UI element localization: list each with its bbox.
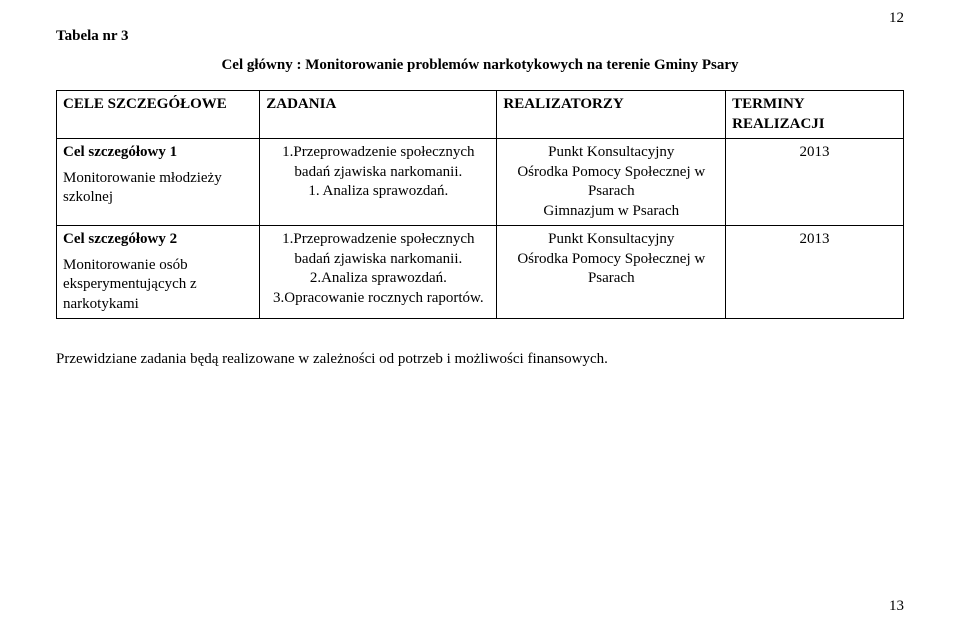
- cell-terminy: 2013: [726, 226, 904, 319]
- cele-bold: Cel szczegółowy 2: [63, 230, 253, 250]
- table-row: Cel szczegółowy 1 Monitorowanie młodzież…: [57, 139, 904, 226]
- cell-cele: Cel szczegółowy 1 Monitorowanie młodzież…: [57, 139, 260, 226]
- header-cele: CELE SZCZEGÓŁOWE: [57, 91, 260, 139]
- table-label: Tabela nr 3: [56, 28, 904, 45]
- page-number-bottom: 13: [889, 598, 904, 615]
- cell-zadania: 1.Przeprowadzenie społecznych badań zjaw…: [260, 139, 497, 226]
- header-zadania: ZADANIA: [260, 91, 497, 139]
- data-table: CELE SZCZEGÓŁOWE ZADANIA REALIZATORZY TE…: [56, 90, 904, 319]
- footer-note: Przewidziane zadania będą realizowane w …: [56, 351, 904, 368]
- cell-realizatorzy: Punkt KonsultacyjnyOśrodka Pomocy Społec…: [497, 226, 726, 319]
- header-terminy: TERMINY REALIZACJI: [726, 91, 904, 139]
- cell-realizatorzy: Punkt KonsultacyjnyOśrodka Pomocy Społec…: [497, 139, 726, 226]
- header-realizatorzy: REALIZATORZY: [497, 91, 726, 139]
- main-title: Cel główny : Monitorowanie problemów nar…: [56, 57, 904, 74]
- table-row: Cel szczegółowy 2 Monitorowanie osób eks…: [57, 226, 904, 319]
- cele-rest: Monitorowanie osób eksperymentujących z …: [63, 256, 253, 315]
- cell-zadania: 1.Przeprowadzenie społecznych badań zjaw…: [260, 226, 497, 319]
- table-header-row: CELE SZCZEGÓŁOWE ZADANIA REALIZATORZY TE…: [57, 91, 904, 139]
- cele-bold: Cel szczegółowy 1: [63, 143, 253, 163]
- cell-cele: Cel szczegółowy 2 Monitorowanie osób eks…: [57, 226, 260, 319]
- page-number-top: 12: [889, 10, 904, 27]
- cele-rest: Monitorowanie młodzieży szkolnej: [63, 169, 253, 208]
- cell-terminy: 2013: [726, 139, 904, 226]
